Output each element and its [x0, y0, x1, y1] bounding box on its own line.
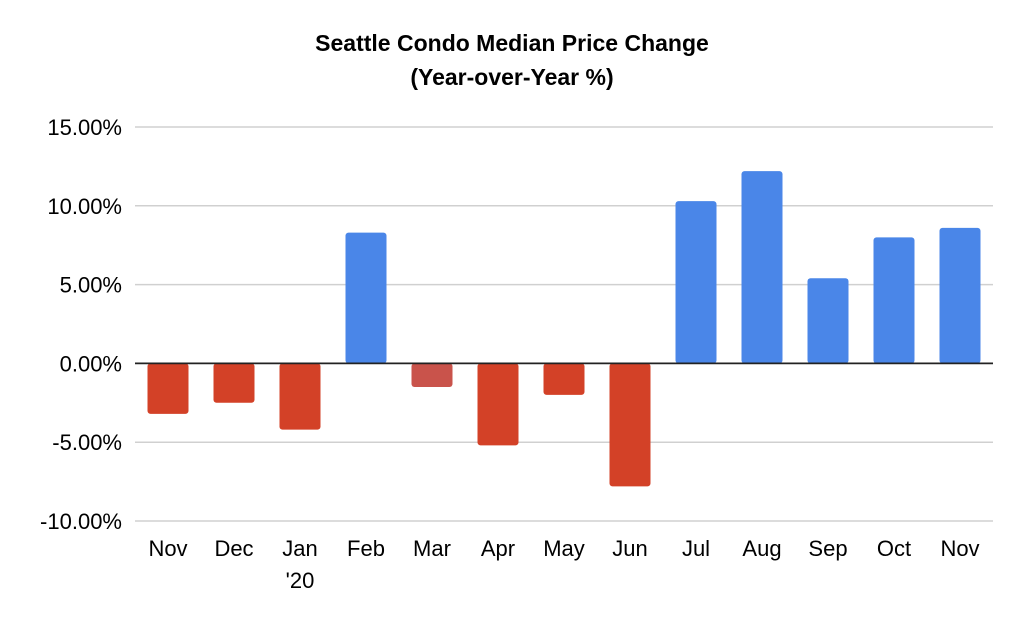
- x-tick-label: Jan: [282, 536, 317, 561]
- x-tick-label: Nov: [148, 536, 187, 561]
- x-tick-label: Apr: [481, 536, 515, 561]
- bar: [279, 363, 321, 430]
- bar: [147, 363, 189, 414]
- y-tick-label: 15.00%: [47, 115, 122, 140]
- bar: [939, 227, 981, 364]
- y-tick-label: 10.00%: [47, 194, 122, 219]
- chart-title: Seattle Condo Median Price Change: [315, 30, 709, 56]
- x-tick-label: Nov: [940, 536, 979, 561]
- bar: [741, 171, 783, 364]
- x-tick-label: Feb: [347, 536, 385, 561]
- bar: [477, 363, 519, 446]
- y-tick-label: -5.00%: [52, 430, 122, 455]
- bar: [609, 363, 651, 487]
- y-tick-label: -10.00%: [40, 509, 122, 534]
- x-tick-label: May: [543, 536, 585, 561]
- x-tick-label: Sep: [808, 536, 847, 561]
- bar: [411, 363, 453, 388]
- x-tick-label: Jun: [612, 536, 647, 561]
- x-tick-label: Aug: [742, 536, 781, 561]
- bar: [807, 278, 849, 364]
- bar: [675, 201, 717, 364]
- x-tick-label: Oct: [877, 536, 911, 561]
- chart-subtitle: (Year-over-Year %): [410, 64, 614, 90]
- bar: [213, 363, 255, 403]
- bar: [543, 363, 585, 395]
- bar: [345, 232, 387, 364]
- x-tick-label: '20: [286, 568, 315, 593]
- bar: [873, 237, 915, 364]
- x-tick-label: Dec: [214, 536, 253, 561]
- y-tick-label: 0.00%: [60, 351, 122, 376]
- y-tick-label: 5.00%: [60, 273, 122, 298]
- x-tick-label: Jul: [682, 536, 710, 561]
- x-tick-label: Mar: [413, 536, 451, 561]
